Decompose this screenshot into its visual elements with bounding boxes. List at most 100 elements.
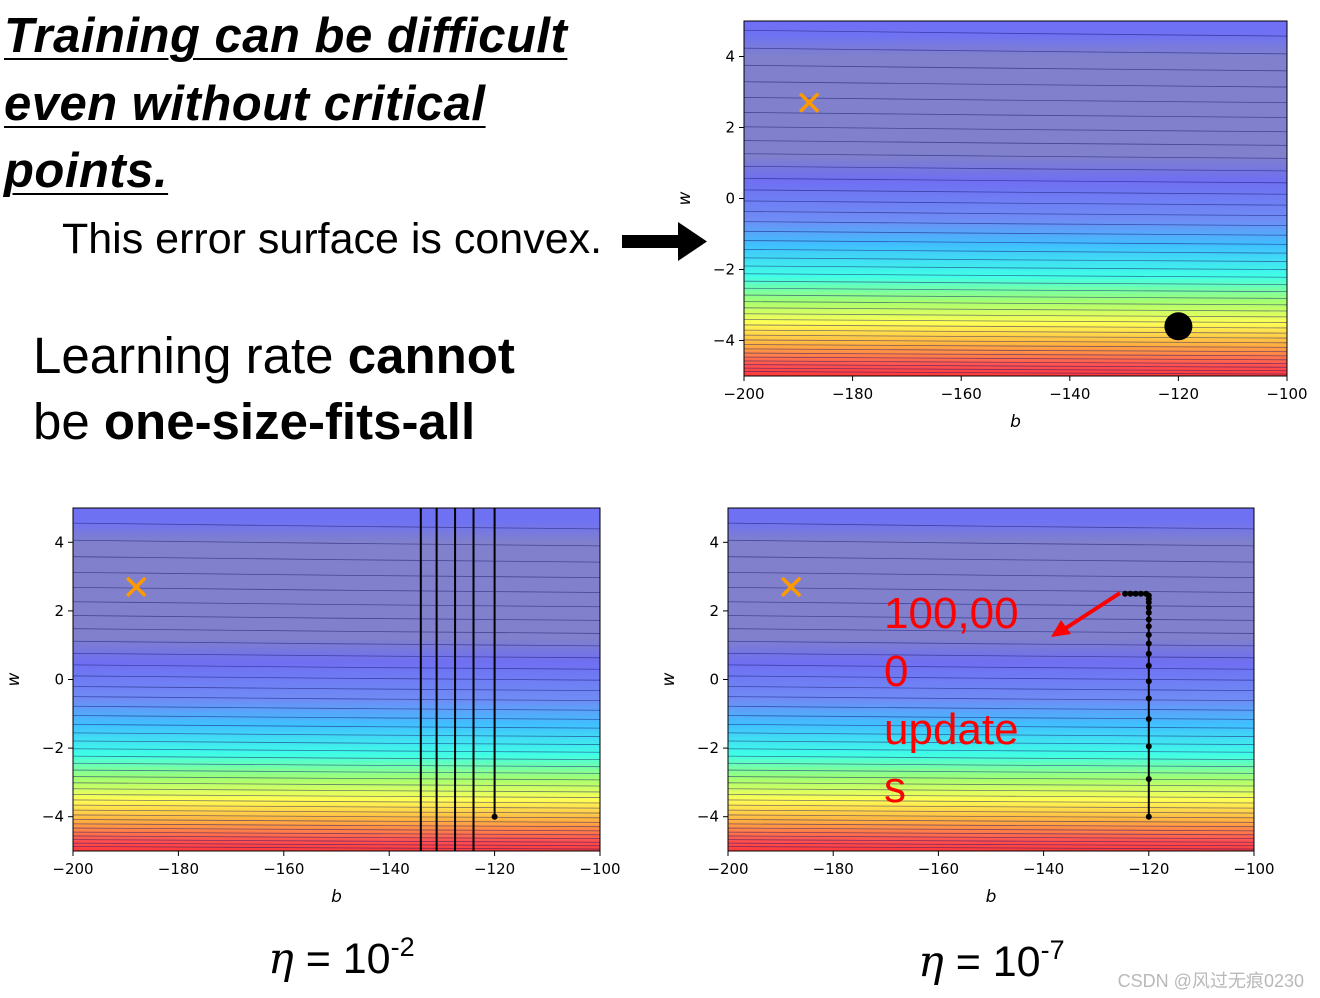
contour-line: [72, 571, 601, 579]
y-tick-label: 2: [54, 602, 64, 620]
contour-line: [743, 97, 1288, 104]
contour-line: [72, 809, 601, 814]
watermark: CSDN @风过无痕0230: [1117, 971, 1304, 991]
contour-line: [727, 823, 1255, 828]
contour-line: [72, 539, 601, 547]
updates-label-line-2: 0: [884, 647, 909, 696]
contour-line: [72, 732, 601, 737]
contour-line: [727, 556, 1255, 563]
contour-line: [72, 723, 601, 729]
contour-line: [743, 294, 1288, 299]
contour-line: [743, 301, 1288, 306]
contour-line: [727, 769, 1255, 774]
contour-line: [72, 814, 601, 819]
contour-line: [727, 522, 1255, 530]
updates-label-line-4: s: [884, 763, 906, 812]
contour-line: [727, 782, 1255, 787]
update-point: [1145, 775, 1152, 782]
x-axis-label: b: [1010, 412, 1021, 432]
contour-line: [727, 804, 1255, 809]
contour-line: [72, 615, 601, 621]
bottom-right-contour-plot: −200 −180 −160 −140 −120 −100 −4 −2 0 2 4 b w: [659, 507, 1275, 907]
contour-line: [727, 586, 1255, 593]
contour-line: [743, 153, 1288, 159]
contour-line: [743, 348, 1288, 353]
x-tick-label: −100: [1233, 860, 1274, 878]
x-tick-label: −140: [369, 860, 410, 878]
contour-line: [72, 846, 601, 850]
update-point: [1145, 813, 1152, 820]
red-arrow-icon: [1051, 591, 1122, 637]
contour-line: [743, 360, 1288, 365]
contour-line: [743, 112, 1288, 118]
x-tick-label: −180: [158, 860, 199, 878]
contour-line: [727, 715, 1255, 720]
contour-line: [727, 628, 1255, 634]
x-axis-label: b: [986, 887, 997, 907]
update-point: [1145, 609, 1152, 616]
eta-left-exp: -2: [390, 932, 415, 962]
y-tick-label: −2: [697, 739, 719, 757]
updates-label-line-3: update: [884, 705, 1019, 754]
contour-line: [743, 364, 1288, 368]
bottom-left-contour-plot: −200 −180 −160 −140 −120 −100 −4 −2 0 2 4 b w: [4, 507, 621, 907]
contour-line: [743, 230, 1288, 236]
contour-line: [743, 29, 1288, 37]
contour-line: [727, 705, 1255, 711]
y-tick-label: 4: [709, 533, 719, 551]
contour-line: [727, 740, 1255, 745]
contour-line: [72, 675, 601, 681]
error-surface: [744, 21, 1287, 376]
y-tick-label: 4: [725, 48, 735, 66]
contour-line: [72, 740, 601, 745]
contour-line: [72, 522, 601, 530]
update-point: [1145, 715, 1152, 722]
update-point: [1145, 662, 1152, 669]
contour-line: [743, 344, 1288, 348]
y-axis-label: w: [4, 672, 24, 686]
y-tick-label: 4: [54, 533, 64, 551]
update-point: [1145, 743, 1152, 750]
x-tick-label: −160: [263, 860, 304, 878]
contour-line: [72, 831, 601, 836]
contour-line: [727, 842, 1255, 847]
contour-line: [743, 352, 1288, 357]
contour-line: [743, 126, 1288, 133]
contour-line: [743, 177, 1288, 184]
contour-line: [743, 287, 1288, 293]
eta-left-symbol: η: [268, 934, 294, 984]
contour-line: [743, 265, 1288, 270]
x-tick-label: −100: [1266, 385, 1307, 403]
contour-line: [72, 804, 601, 809]
contour-line: [72, 601, 601, 608]
contour-line: [72, 762, 601, 768]
contour-line: [743, 313, 1288, 318]
x-tick-label: −200: [52, 860, 93, 878]
contour-line: [72, 586, 601, 593]
contour-line: [727, 640, 1255, 647]
convex-note: This error surface is convex.: [62, 215, 603, 263]
title-line-3: points.: [4, 144, 169, 198]
contour-line: [743, 211, 1288, 217]
y-tick-label: −4: [697, 808, 719, 826]
y-axis-label: w: [675, 191, 695, 205]
contour-line: [72, 776, 601, 781]
x-tick-label: −160: [941, 385, 982, 403]
x-axis-label: b: [331, 887, 342, 907]
contour-line: [72, 628, 601, 634]
optimum-stroke: [798, 92, 820, 113]
update-point: [1127, 590, 1134, 597]
eta-right-symbol: η: [918, 937, 944, 987]
x-tick-label: −180: [832, 385, 873, 403]
contour-lines: [72, 522, 601, 850]
title-line-2: even without critical: [4, 77, 486, 131]
updates-label-line-1: 100,00: [884, 589, 1019, 638]
learning-rate-line-1: Learning rate cannot: [33, 330, 515, 381]
contour-line: [727, 809, 1255, 814]
contour-line: [727, 762, 1255, 768]
contour-line: [727, 571, 1255, 579]
y-tick-label: 0: [54, 671, 64, 689]
contour-line: [743, 334, 1288, 339]
contour-line: [727, 696, 1255, 702]
